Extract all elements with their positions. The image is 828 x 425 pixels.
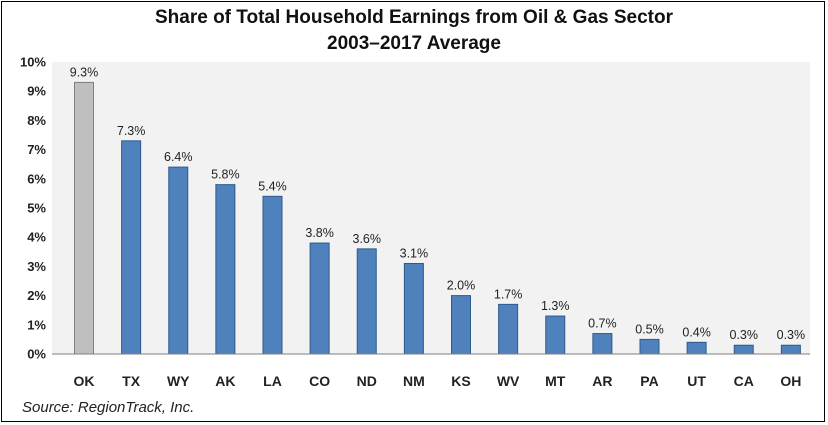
data-label-nd: 3.6%: [353, 232, 382, 246]
bars: [74, 81, 801, 355]
data-label-wy: 6.4%: [164, 150, 193, 164]
bar-ks: [451, 295, 471, 355]
y-tick-label: 4%: [27, 230, 46, 245]
bar-nm: [403, 262, 424, 355]
data-label-pa: 0.5%: [635, 322, 664, 336]
data-label-ar: 0.7%: [588, 317, 617, 331]
data-label-mt: 1.3%: [541, 299, 570, 313]
category-label-co: CO: [309, 373, 330, 389]
data-label-co: 3.8%: [305, 226, 334, 240]
data-label-ca: 0.3%: [730, 328, 759, 342]
data-label-la: 5.4%: [258, 179, 287, 193]
data-label-ok: 9.3%: [70, 65, 99, 79]
y-tick-label: 1%: [27, 317, 46, 332]
category-label-ak: AK: [215, 373, 235, 389]
bar-ar: [592, 333, 613, 355]
data-label-oh: 0.3%: [777, 328, 806, 342]
category-label-ar: AR: [592, 373, 612, 389]
category-label-la: LA: [263, 373, 282, 389]
y-tick-label: 5%: [27, 201, 46, 216]
data-label-ak: 5.8%: [211, 168, 240, 182]
bar-oh: [780, 344, 801, 355]
y-tick-label: 8%: [27, 113, 46, 128]
y-tick-label: 9%: [27, 84, 46, 99]
category-label-wy: WY: [167, 373, 190, 389]
bar-mt: [545, 315, 566, 355]
y-tick-label: 0%: [27, 347, 46, 362]
data-labels: 9.3% 7.3% 6.4% 5.8% 5.4% 3.8% 3.6% 3.1% 2.0% 1.7%…: [70, 65, 805, 342]
data-label-nm: 3.1%: [400, 246, 429, 260]
bar-nd: [356, 248, 377, 355]
category-label-ok: OK: [74, 373, 95, 389]
category-label-wv: WV: [497, 373, 520, 389]
bar-ca: [733, 344, 754, 355]
data-label-ks: 2.0%: [447, 279, 476, 293]
source-note: Source: RegionTrack, Inc.: [22, 399, 195, 416]
category-label-nd: ND: [357, 373, 377, 389]
category-label-pa: PA: [640, 373, 658, 389]
bar-wy: [168, 166, 189, 355]
category-label-tx: TX: [122, 373, 141, 389]
category-label-ca: CA: [734, 373, 754, 389]
bar-pa: [639, 338, 660, 355]
data-label-tx: 7.3%: [117, 124, 146, 138]
category-label-ks: KS: [451, 373, 470, 389]
bar-wv: [498, 303, 519, 355]
bar-tx: [121, 140, 142, 355]
bar-ok: [74, 81, 94, 355]
data-label-wv: 1.7%: [494, 287, 523, 301]
y-tick-label: 6%: [27, 171, 46, 186]
bar-ak: [215, 184, 236, 355]
plot-area: [52, 62, 810, 354]
chart-subtitle: 2003–2017 Average: [327, 33, 501, 54]
y-tick-label: 7%: [27, 142, 46, 157]
category-label-ut: UT: [687, 373, 706, 389]
y-tick-label: 3%: [27, 259, 46, 274]
chart-title: Share of Total Household Earnings from O…: [154, 7, 673, 28]
bar-la: [262, 195, 283, 355]
y-axis-ticks: 0% 1% 2% 3% 4% 5% 6% 7% 8% 9% 10%: [20, 55, 46, 362]
category-label-mt: MT: [545, 373, 566, 389]
data-label-ut: 0.4%: [682, 325, 711, 339]
category-label-oh: OH: [780, 373, 801, 389]
y-tick-label: 10%: [20, 55, 46, 70]
category-label-nm: NM: [403, 373, 425, 389]
y-tick-label: 2%: [27, 288, 46, 303]
x-axis-categories: OK TX WY AK LA CO ND NM KS WV MT AR PA UT CA OH: [74, 373, 802, 389]
bar-ut: [686, 341, 707, 355]
bar-co: [309, 242, 330, 355]
